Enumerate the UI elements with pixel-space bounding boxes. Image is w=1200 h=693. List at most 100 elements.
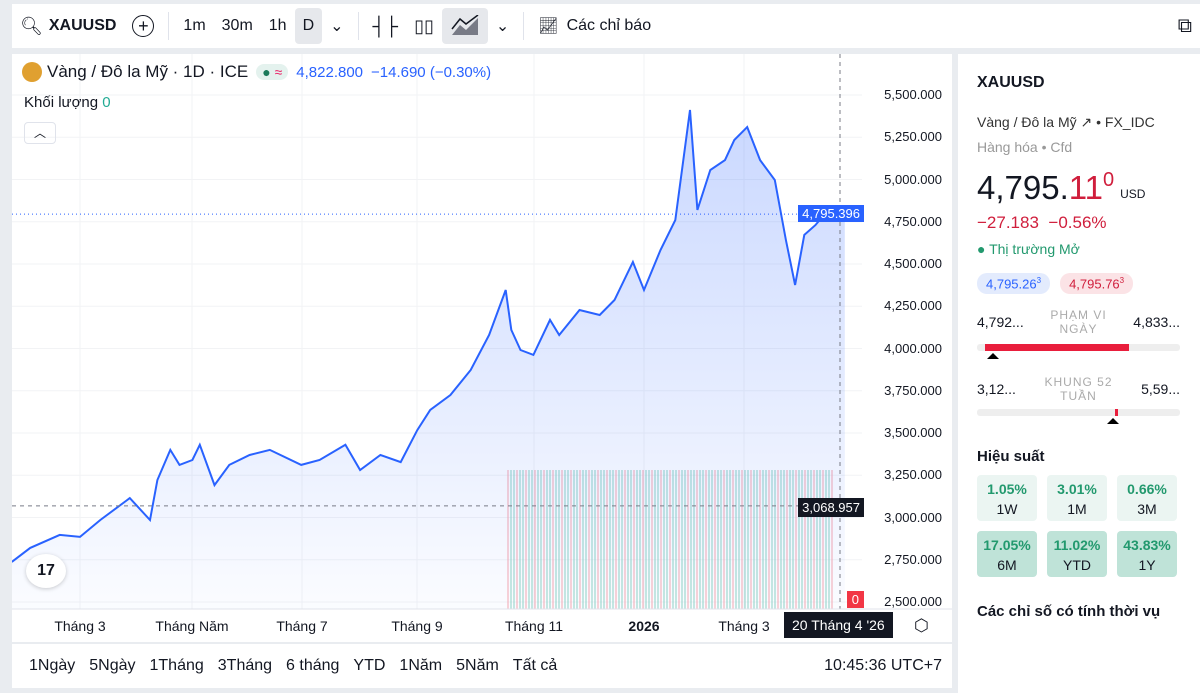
bid-price: 4,795.263 <box>977 273 1051 295</box>
chevron-down-icon[interactable]: ⌄ <box>495 18 510 35</box>
gold-icon <box>22 62 42 82</box>
seasonals-title: Các chỉ số có tính thời vụ <box>977 603 1161 621</box>
performance-grid: 1.05% 1W 3.01% 1M 0.66% 3M 17.05% 6M 11.02% YTD 43… <box>977 475 1180 578</box>
clock[interactable]: 10:45:36 UTC+7 <box>824 657 942 674</box>
performance-value: 3.01% <box>1057 481 1097 498</box>
y-tick-label: 5,500.000 <box>884 87 942 102</box>
range-1Tháng[interactable]: 1Tháng <box>149 657 204 674</box>
price-change: −27.183 −0.56% <box>977 213 1107 232</box>
chart-pane[interactable]: Vàng / Đô la Mỹ · 1D · ICE ● ≈ 4,822.800… <box>12 54 952 642</box>
performance-period: 3M <box>1137 501 1157 518</box>
last-price-label: 4,795.396 <box>798 205 864 222</box>
performance-value: 0.66% <box>1127 481 1167 498</box>
performance-value: 1.05% <box>987 481 1027 498</box>
performance-period: 1Y <box>1138 557 1156 574</box>
price-line <box>12 109 846 563</box>
divider <box>168 12 170 40</box>
y-tick-label: 4,750.000 <box>884 213 942 229</box>
x-tick-label: Tháng Năm <box>155 618 229 634</box>
performance-period: 6M <box>997 557 1017 574</box>
day-range: 4,792... PHẠM VI NGÀY 4,833... <box>977 308 1180 337</box>
y-tick-label: 2,750.000 <box>884 551 942 567</box>
52-week-range-bar <box>977 409 1180 425</box>
crosshair-date-label: 20 Tháng 4 '26 <box>784 612 893 638</box>
x-tick-label: 2026 <box>628 618 660 634</box>
performance-YTD: 11.02% YTD <box>1047 531 1107 578</box>
volume-badge: 0 <box>846 591 864 608</box>
y-tick-label: 5,250.000 <box>884 129 942 145</box>
performance-period: 1M <box>1067 501 1087 518</box>
tradingview-logo: 17 <box>26 554 66 588</box>
range-5Năm[interactable]: 5Năm <box>456 657 499 674</box>
price-chart[interactable] <box>12 54 952 642</box>
performance-1M: 3.01% 1M <box>1047 475 1107 522</box>
y-tick-label: 4,250.000 <box>884 298 942 314</box>
area-chart-icon[interactable] <box>441 8 488 44</box>
symbol-details-panel: XAUUSD Vàng / Đô la Mỹ ↗ • FX_IDC Hàng h… <box>958 54 1200 693</box>
price-area <box>12 110 845 609</box>
symbol-search[interactable]: 🔍︎ XAUUSD <box>20 15 117 36</box>
candle-chart-icon[interactable]: ▯▯ <box>414 15 434 36</box>
interval-30m[interactable]: 30m <box>221 17 253 34</box>
y-tick-label: 4,500.000 <box>884 256 942 271</box>
day-range-bar <box>977 344 1180 360</box>
compare-button[interactable]: + <box>124 8 162 44</box>
symbol-title: XAUUSD <box>977 74 1045 91</box>
performance-6M: 17.05% 6M <box>977 531 1037 578</box>
y-tick-label: 3,750.000 <box>884 382 942 398</box>
plus-circle-icon: + <box>132 15 155 37</box>
divider <box>357 12 359 40</box>
x-tick-label: Tháng 3 <box>718 618 770 634</box>
x-tick-label: Tháng 9 <box>391 618 443 634</box>
crosshair-price-label: 3,068.957 <box>798 498 864 517</box>
bar-chart-icon[interactable]: ┤├ <box>372 15 399 36</box>
toolbar: 🔍︎ XAUUSD + 1m 30m 1h D ⌄ ┤├ ▯▯ ⌄ 📈︎ Các c… <box>12 4 1200 48</box>
performance-1Y: 43.83% 1Y <box>1117 531 1177 578</box>
settings-icon[interactable]: ⬡ <box>914 616 929 635</box>
range-bar: 1Ngày 5Ngày 1Tháng 3Tháng 6 tháng YTD 1Năm 5Năm… <box>12 644 952 688</box>
range-5Ngày[interactable]: 5Ngày <box>89 657 136 674</box>
range-3Tháng[interactable]: 3Tháng <box>217 657 273 674</box>
chart-legend: Vàng / Đô la Mỹ · 1D · ICE ● ≈ 4,822.800… <box>22 62 491 82</box>
external-link-icon[interactable]: ↗ <box>1080 114 1093 130</box>
chevron-down-icon[interactable]: ⌄ <box>330 18 344 35</box>
52-week-range: 3,12... KHUNG 52 TUẦN 5,59... <box>977 375 1180 404</box>
performance-title: Hiệu suất <box>977 448 1045 466</box>
interval-d[interactable]: D <box>294 8 323 44</box>
popout-icon[interactable]: ⧉ <box>1177 14 1192 37</box>
symbol-meta: Vàng / Đô la Mỹ ↗ • FX_IDC <box>977 114 1155 130</box>
price-display: 4,795. 11 0 USD <box>977 169 1146 206</box>
y-tick-label: 4,000.000 <box>884 340 942 356</box>
symbol-name-link[interactable]: Vàng / Đô la Mỹ <box>977 114 1077 130</box>
range-6-tháng[interactable]: 6 tháng <box>286 657 340 674</box>
market-status-badge: ● ≈ <box>256 64 289 80</box>
y-tick-label: 3,000.000 <box>884 509 942 525</box>
interval-1h[interactable]: 1h <box>268 17 287 34</box>
range-Tất-cả[interactable]: Tất cả <box>512 657 558 674</box>
y-tick-label: 3,250.000 <box>884 467 942 483</box>
x-tick-label: Tháng 3 <box>54 618 106 634</box>
performance-period: 1W <box>996 501 1018 518</box>
y-tick-label: 2,500.000 <box>884 594 942 609</box>
volume-legend: Khối lượng 0 <box>24 94 111 111</box>
bid-ask: 4,795.263 4,795.763 <box>977 273 1180 295</box>
interval-1m[interactable]: 1m <box>183 17 206 34</box>
indicators-button[interactable]: 📈︎ Các chỉ báo <box>538 17 652 35</box>
x-tick-label: Tháng 7 <box>276 618 328 634</box>
market-status: ● Thị trường Mở <box>977 241 1080 257</box>
x-tick-label: Tháng 11 <box>504 618 564 634</box>
range-YTD[interactable]: YTD <box>353 657 386 674</box>
performance-3M: 0.66% 3M <box>1117 475 1177 522</box>
performance-value: 11.02% <box>1053 537 1101 554</box>
performance-value: 43.83% <box>1123 537 1171 554</box>
performance-1W: 1.05% 1W <box>977 475 1037 522</box>
y-tick-label: 5,000.000 <box>884 171 942 187</box>
indicators-icon: 📈︎ <box>538 18 559 35</box>
y-tick-label: 3,500.000 <box>884 425 942 440</box>
search-icon: 🔍︎ <box>20 15 43 36</box>
range-1Năm[interactable]: 1Năm <box>399 657 443 674</box>
range-1Ngày[interactable]: 1Ngày <box>29 657 76 674</box>
performance-period: YTD <box>1063 557 1091 574</box>
ask-price: 4,795.763 <box>1060 273 1134 295</box>
collapse-legend-button[interactable]: ︿ <box>24 122 56 144</box>
